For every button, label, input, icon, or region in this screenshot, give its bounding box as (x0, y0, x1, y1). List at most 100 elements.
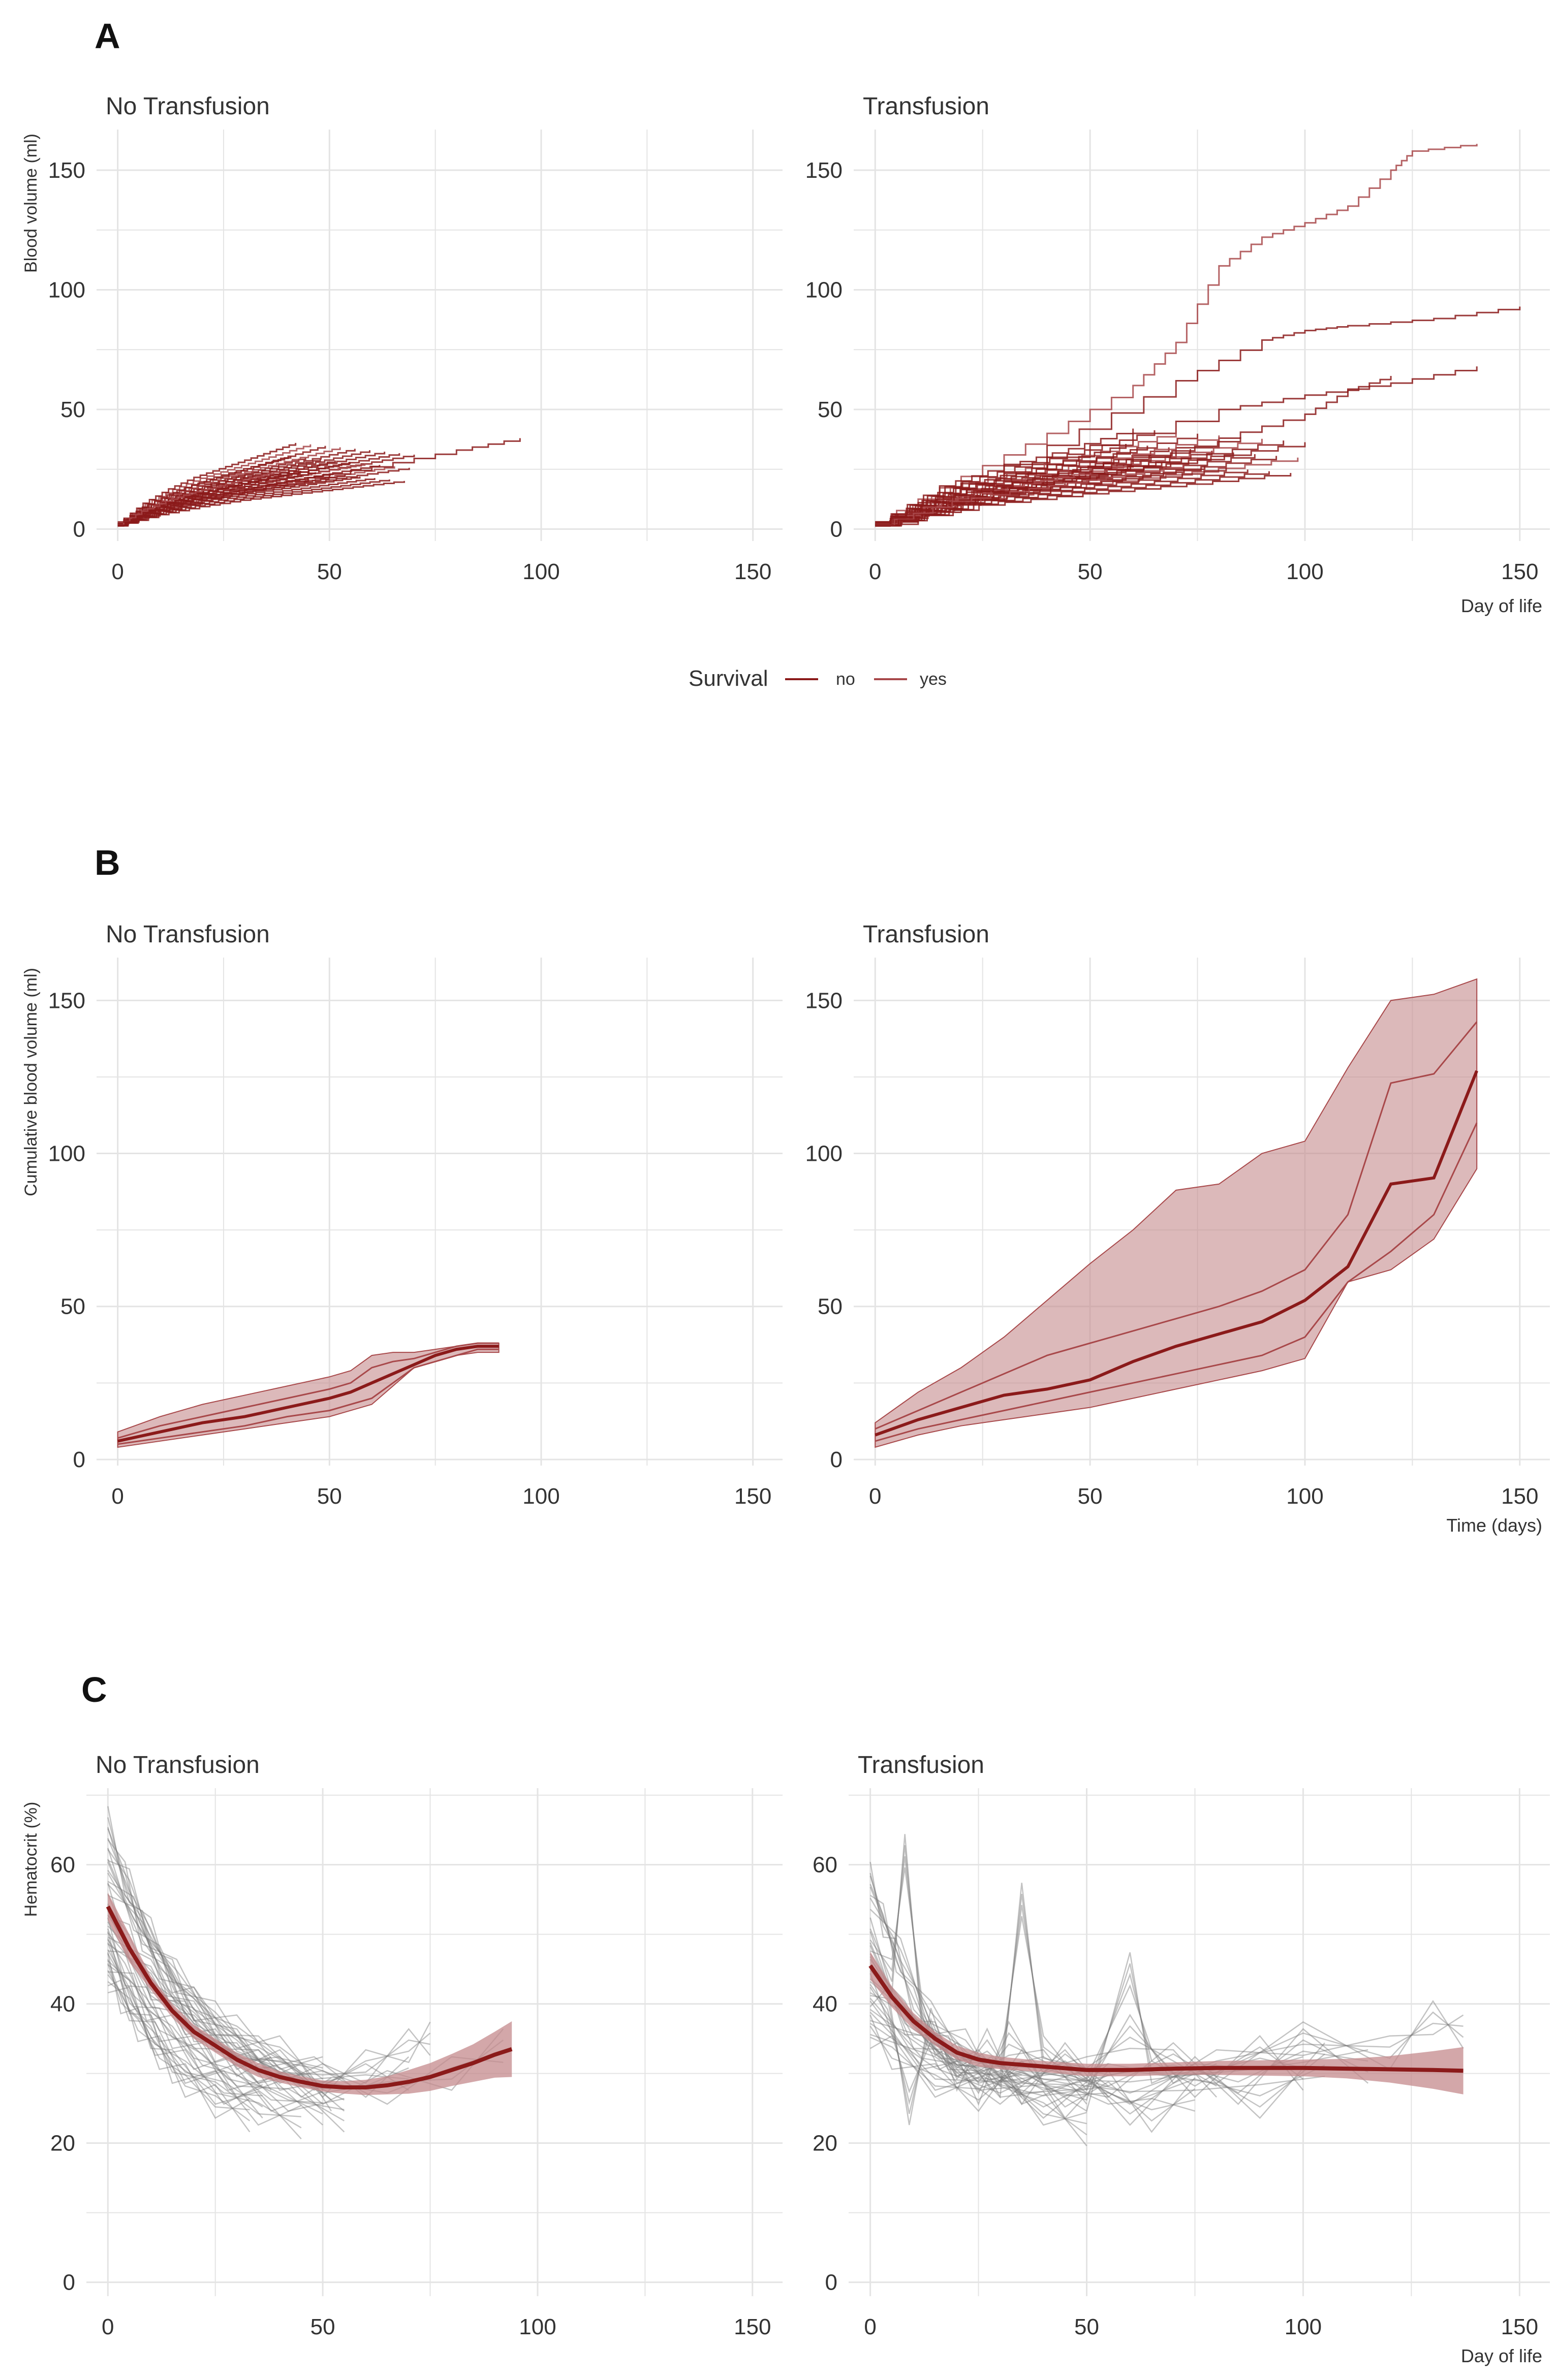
panel-c-right-patient-line (869, 1964, 1304, 2105)
panel-c-right-y-tick-label: 40 (813, 1992, 837, 2017)
panel-c-left-patient-line (107, 1838, 323, 2080)
panel-a-right-trajectory-line (875, 471, 1270, 527)
panel-a-right-trajectory-line (875, 144, 1478, 523)
panel-b-right-lower-quartile-line (875, 1122, 1478, 1442)
panel-c-left-patient-line (107, 1827, 324, 2091)
x-axis-label-b: Time (days) (1446, 1515, 1542, 1536)
panel-a-right-y-tick-label: 50 (818, 397, 843, 422)
panel-a-left-trajectory-line (117, 477, 361, 527)
panel-a-left-y-tick-label: 50 (60, 397, 85, 422)
panel-c-left-patient-line (107, 1914, 431, 2087)
panel-a-right-y-tick-label: 0 (830, 517, 843, 542)
panel-c-left-patient-line (107, 1986, 263, 2105)
y-axis-label-b: Cumulative blood volume (ml) (21, 968, 41, 1196)
panel-c-left-smooth-fit-line (106, 1906, 513, 2089)
panel-c-left-x-tick-label: 0 (102, 2314, 114, 2339)
panel-a-right-title: Transfusion (863, 93, 989, 120)
panel-b-left-x-tick-label: 150 (734, 1484, 771, 1509)
panel-c-left-patient-line (107, 1937, 431, 2084)
panel-a-right-trajectory-line (875, 472, 1292, 527)
panel-c-right-y-tick-label: 60 (813, 1853, 837, 1878)
panel-c-right-patient-line (870, 2020, 1369, 2105)
chart-panel-a-transfusion: Transfusion 0 50 100 150 0 50 100 150 (805, 93, 1550, 584)
legend: Survival no yes (689, 666, 947, 691)
panel-a-left-y-tick-label: 100 (48, 278, 85, 303)
panel-b-right-median-line (875, 1070, 1478, 1437)
panel-b-right-upper-quartile-line (875, 1021, 1478, 1430)
panel-c-left-y-tick-label: 0 (63, 2270, 75, 2295)
panel-c-left-patient-line (107, 1970, 263, 2108)
panel-a-right-x-tick-label: 50 (1078, 559, 1103, 584)
y-axis-label-a: Blood volume (ml) (21, 134, 41, 273)
panel-a-left-title: No Transfusion (106, 93, 270, 120)
chart-panel-b-transfusion: Transfusion 0 50 100 150 0 50 100 150 (805, 921, 1550, 1509)
panel-c-left-confidence-band (108, 1892, 512, 2096)
panel-c-left-patient-line (107, 1848, 345, 2091)
panel-a-left-trajectory-line (117, 444, 311, 524)
panel-b-left-y-tick-label: 150 (48, 988, 85, 1013)
panel-c-left-x-tick-label: 150 (734, 2314, 771, 2339)
panel-c-left-patient-line (107, 1938, 323, 2112)
panel-c-right-patient-line (869, 1894, 1022, 2091)
panel-c-left-patient-line (107, 1974, 251, 2121)
panel-a-left-trajectory-line (117, 442, 297, 524)
panel-c-left-y-tick-label: 20 (50, 2131, 75, 2156)
panel-c-right-patient-line (869, 2015, 1196, 2133)
panel-c-right-smooth-fit-line (868, 1964, 1463, 2073)
panel-c-right-x-tick-label: 150 (1501, 2314, 1538, 2339)
x-axis-label-c: Day of life (1461, 2345, 1542, 2366)
y-axis-label-c: Hematocrit (%) (21, 1802, 41, 1917)
panel-a-left-trajectory-line (117, 469, 287, 526)
chart-panel-c-transfusion: Transfusion 0 50 100 150 0 20 40 60 (813, 1752, 1550, 2339)
panel-b-left-y-tick-label: 0 (73, 1447, 85, 1472)
panel-c-left-patient-line (107, 1963, 250, 2111)
panel-b-left-y-tick-label: 50 (60, 1294, 85, 1319)
panel-c-right-patient-line (869, 1909, 1087, 2146)
panel-c-right-title: Transfusion (858, 1752, 984, 1779)
chart-panel-b-no-transfusion: No Transfusion 0 50 100 150 0 50 100 150 (48, 921, 783, 1509)
panel-a-left-trajectory-line (117, 462, 351, 526)
panel-a-right-trajectory-line (875, 464, 1184, 526)
panel-c-right-patient-line (869, 2009, 1368, 2097)
panel-a-left-y-tick-label: 0 (73, 517, 85, 542)
panel-c-left-patient-line (107, 1849, 323, 2069)
panel-a-left-x-tick-label: 100 (522, 559, 559, 584)
panel-c-right-patient-line (869, 2022, 1325, 2115)
panel-a-right-trajectory-line (875, 432, 1177, 525)
panel-c-right-patient-line (869, 2012, 1325, 2104)
panel-c-right-patient-line (870, 2034, 1325, 2126)
panel-b-right-y-tick-label: 150 (805, 988, 843, 1013)
chart-panel-a-no-transfusion: No Transfusion 0 50 100 150 0 50 100 150 (48, 93, 783, 584)
panel-c-left-patient-line (107, 1873, 409, 2080)
panel-c-left-patient-line (107, 1953, 302, 2129)
panel-b-right-range-ribbon (875, 978, 1478, 1448)
panel-c-left-x-tick-label: 50 (310, 2314, 335, 2339)
panel-letter-c: C (81, 1670, 107, 1709)
panel-c-left-patient-line (107, 1869, 345, 2101)
panel-b-right-title: Transfusion (863, 921, 989, 948)
x-axis-label-a: Day of life (1461, 595, 1542, 616)
panel-a-left-trajectory-line (117, 456, 292, 525)
panel-b-right-x-tick-label: 100 (1286, 1484, 1323, 1509)
panel-c-right-patient-line (870, 2037, 1195, 2111)
panel-c-right-x-tick-label: 100 (1285, 2314, 1322, 2339)
panel-a-right-y-tick-label: 100 (805, 278, 843, 303)
panel-a-left-trajectory-line (117, 465, 381, 526)
panel-c-left-patient-line (107, 1979, 251, 2133)
panel-c-left-patient-line (107, 1939, 345, 2111)
panel-c-right-patient-line (869, 1873, 1022, 2087)
panel-a-left-trajectory-line (117, 479, 390, 527)
panel-a-right-y-tick-label: 150 (805, 158, 843, 183)
panel-c-left-patient-line (107, 1839, 272, 2091)
panel-b-right-y-tick-label: 50 (818, 1294, 843, 1319)
panel-a-right-trajectory-line (875, 428, 1134, 524)
panel-c-left-patient-line (107, 1881, 345, 2112)
panel-c-left-y-tick-label: 60 (50, 1853, 75, 1878)
panel-c-right-patient-line (869, 1916, 1217, 2091)
panel-b-left-x-tick-label: 100 (522, 1484, 559, 1509)
panel-a-left-x-tick-label: 50 (317, 559, 342, 584)
panel-a-left-trajectory-line (117, 478, 376, 527)
panel-c-left-patient-line (107, 1960, 323, 2115)
panel-b-right-x-tick-label: 150 (1501, 1484, 1538, 1509)
